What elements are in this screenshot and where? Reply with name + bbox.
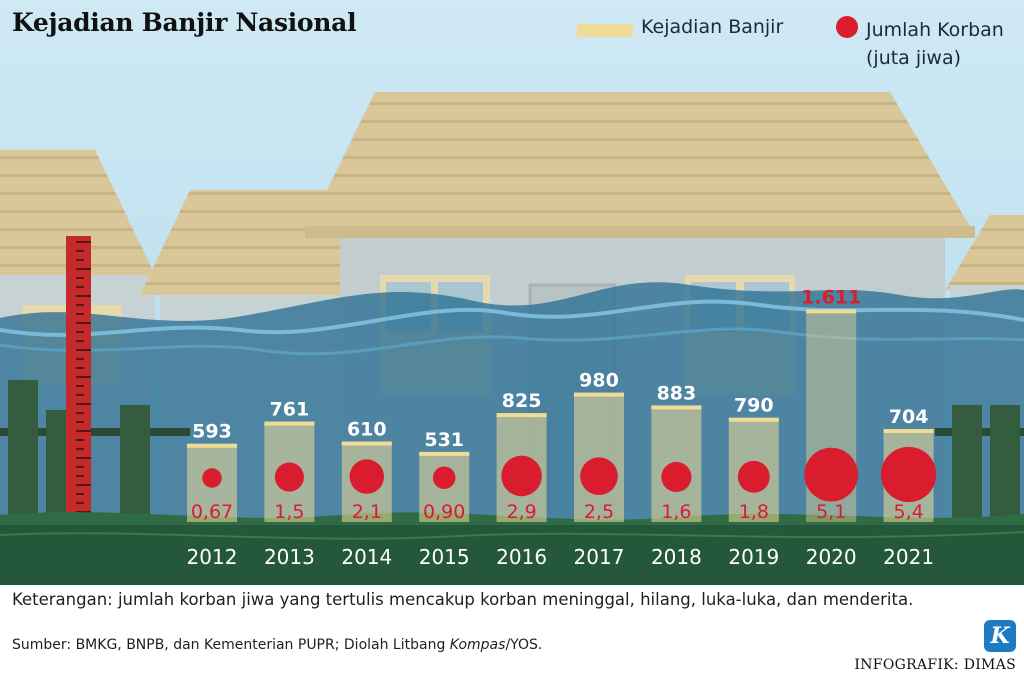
victim-dot-2020: [804, 447, 859, 502]
year-label-2017: 2017: [574, 545, 625, 569]
legend-bar-label: Kejadian Banjir: [641, 16, 784, 38]
year-label-2018: 2018: [651, 545, 702, 569]
bar-value-label-2018: 883: [657, 382, 697, 404]
victim-value-label-2021: 5,4: [893, 501, 923, 523]
year-label-2020: 2020: [806, 545, 857, 569]
legend-dot-label: Jumlah Korban (juta jiwa): [866, 16, 1024, 72]
year-label-2014: 2014: [341, 545, 392, 569]
bar-cap-2017: [574, 392, 624, 397]
victim-value-label-2012: 0,67: [191, 501, 233, 523]
bar-2017: [574, 392, 624, 522]
kompas-logo: K: [984, 620, 1016, 652]
victim-dot-2019: [737, 460, 770, 493]
bar-cap-2019: [728, 417, 779, 422]
bar-value-label-2013: 761: [270, 399, 310, 421]
bar-cap-2012: [187, 443, 237, 448]
bar-cap-2021: [883, 429, 934, 434]
legend-dot-label-line2: (juta jiwa): [866, 47, 962, 69]
chart-svg: 593 0,67 2012 761 1,5 2013 610 2,1 2014 531 0,90 20…: [0, 0, 1024, 585]
victim-dot-2015: [432, 466, 456, 490]
bar-value-label-2021: 704: [889, 406, 929, 428]
legend-dot-swatch: [836, 16, 858, 38]
victim-value-label-2017: 2,5: [584, 501, 614, 523]
victim-dot-2014: [349, 459, 385, 494]
source-italic: Kompas: [449, 637, 506, 653]
bar-value-label-2012: 593: [192, 421, 232, 443]
victim-value-label-2014: 2,1: [352, 501, 382, 523]
bar-cap-2014: [341, 441, 392, 446]
bar-cap-2016: [496, 413, 547, 418]
year-label-2013: 2013: [264, 545, 315, 569]
victim-dot-2017: [580, 457, 618, 496]
year-label-2016: 2016: [496, 545, 547, 569]
source-prefix: Sumber: BMKG, BNPB, dan Kementerian PUPR…: [12, 637, 450, 653]
bar-value-label-2014: 610: [347, 418, 387, 440]
year-label-2021: 2021: [883, 545, 934, 569]
source-suffix: /YOS.: [505, 637, 543, 653]
victim-dot-2018: [661, 461, 692, 493]
footnote: Keterangan: jumlah korban jiwa yang tert…: [12, 590, 914, 609]
legend-dot-label-line1: Jumlah Korban: [866, 19, 1004, 41]
victim-value-label-2015: 0,90: [423, 501, 465, 523]
victim-dot-2013: [274, 462, 304, 492]
bar-value-label-2017: 980: [579, 370, 619, 392]
victim-value-label-2016: 2,9: [506, 501, 536, 523]
victim-value-label-2019: 1,8: [739, 501, 769, 523]
victim-dot-2016: [501, 455, 542, 497]
bar-value-label-2019: 790: [734, 395, 774, 417]
bar-value-label-2015: 531: [424, 429, 464, 451]
legend-bar-swatch: [577, 24, 633, 37]
year-label-2012: 2012: [187, 545, 238, 569]
label-layer: 593 0,67 2012 761 1,5 2013 610 2,1 2014 531 0,90 20…: [187, 286, 935, 569]
victim-value-label-2020: 5,1: [816, 501, 846, 523]
bar-cap-2020: [806, 309, 857, 314]
dot-layer: [202, 446, 937, 503]
bar-cap-2015: [419, 451, 470, 456]
victim-value-label-2018: 1,6: [661, 501, 691, 523]
infographic-credit: INFOGRAFIK: DIMAS: [854, 657, 1016, 673]
chart-illustration: 593 0,67 2012 761 1,5 2013 610 2,1 2014 531 0,90 20…: [0, 0, 1024, 585]
bar-cap-2018: [651, 405, 702, 410]
bar-value-label-2016: 825: [502, 390, 542, 412]
bar-cap-2013: [264, 421, 315, 426]
victim-dot-2012: [202, 468, 222, 488]
bar-value-label-2020: 1.611: [801, 286, 861, 308]
chart-title: Kejadian Banjir Nasional: [12, 8, 357, 37]
victim-dot-2021: [880, 446, 937, 503]
year-label-2015: 2015: [419, 545, 470, 569]
victim-value-label-2013: 1,5: [274, 501, 304, 523]
source-line: Sumber: BMKG, BNPB, dan Kementerian PUPR…: [12, 637, 542, 653]
year-label-2019: 2019: [728, 545, 779, 569]
